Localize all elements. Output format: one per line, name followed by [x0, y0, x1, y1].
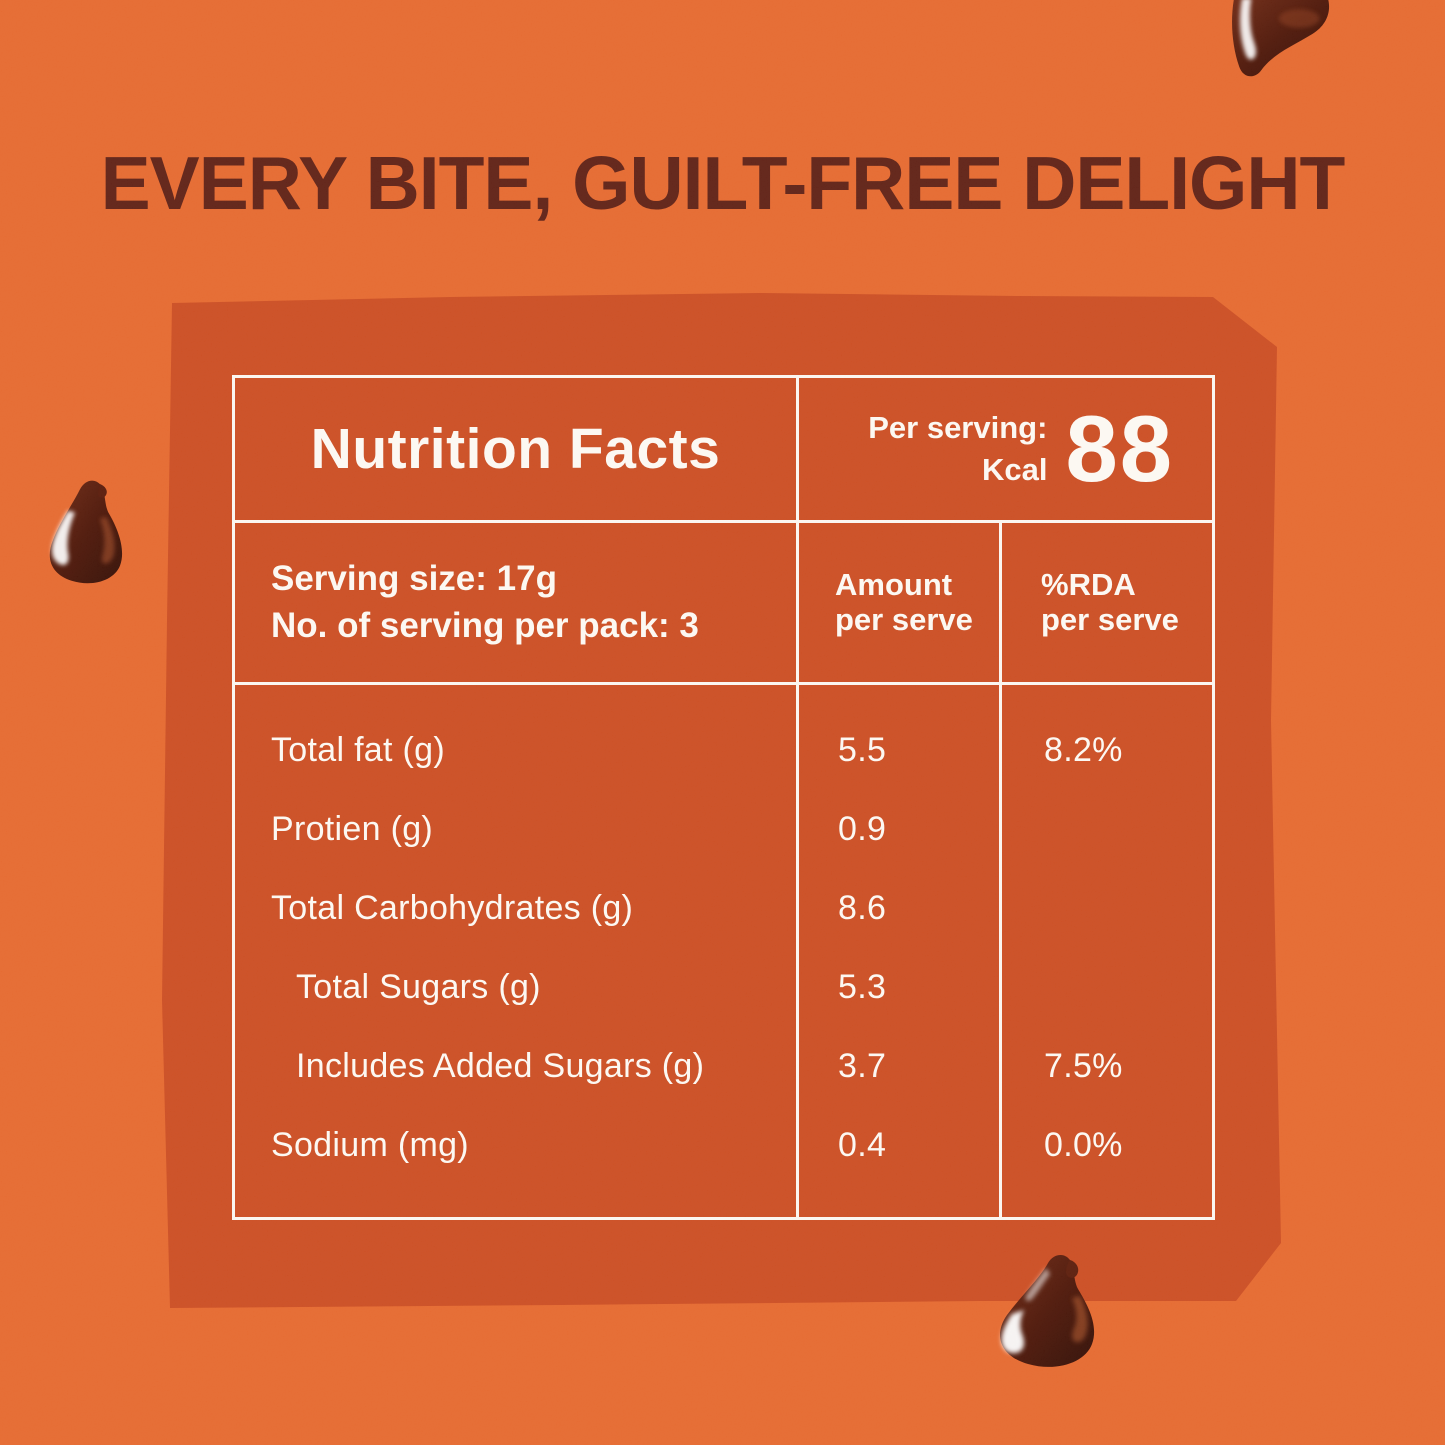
- amount-column-header: Amount per serve: [799, 523, 999, 682]
- amount-value: 8.6: [838, 889, 887, 927]
- table-row: Sodium (mg) 0.4 0.0%: [235, 1106, 1212, 1185]
- rda-header-line1: %RDA: [1041, 566, 1136, 602]
- chocolate-chip-icon: [49, 480, 123, 584]
- per-serving-labels: Per serving: Kcal: [868, 407, 1047, 491]
- nutrient-label: Total Sugars (g): [296, 968, 541, 1006]
- rda-value: 7.5%: [1044, 1047, 1123, 1085]
- table-row: Includes Added Sugars (g) 3.7 7.5%: [235, 1027, 1212, 1106]
- table-row: Total Sugars (g) 5.3: [235, 948, 1212, 1027]
- amount-value: 0.4: [838, 1126, 887, 1164]
- table-row: Protien (g) 0.9: [235, 790, 1212, 869]
- kcal-label: Kcal: [981, 452, 1048, 487]
- rda-value: 0.0%: [1044, 1126, 1123, 1164]
- serving-info-cell: Serving size: 17g No. of serving per pac…: [235, 523, 796, 682]
- nutrient-label: Total Carbohydrates (g): [271, 889, 634, 927]
- serving-size-text: Serving size: 17g: [271, 559, 557, 599]
- rda-header-line2: per serve: [1041, 601, 1179, 637]
- kcal-value: 88: [1065, 395, 1174, 501]
- per-serving-cell: Per serving: Kcal 88: [799, 378, 1212, 520]
- per-serving-label: Per serving:: [868, 410, 1048, 446]
- nutrient-label: Includes Added Sugars (g): [296, 1047, 705, 1085]
- amount-header-line2: per serve: [835, 601, 973, 637]
- nutrition-rows: Total fat (g) 5.5 8.2% Protien (g) 0.9 Total …: [235, 685, 1212, 1217]
- table-row: Total fat (g) 5.5 8.2%: [235, 711, 1212, 790]
- nutrient-label: Protien (g): [271, 810, 434, 848]
- table-title: Nutrition Facts: [310, 417, 721, 481]
- page-title: EVERY BITE, GUILT-FREE DELIGHT: [100, 141, 1346, 225]
- nutrient-label: Total fat (g): [271, 731, 445, 769]
- servings-per-pack-text: No. of serving per pack: 3: [271, 605, 699, 645]
- chocolate-chip-icon: [1232, 0, 1330, 77]
- nutrition-facts-table: Nutrition Facts Per serving: Kcal 88 Ser…: [232, 375, 1215, 1220]
- rda-column-header: %RDA per serve: [1002, 523, 1212, 682]
- amount-value: 5.5: [838, 731, 887, 769]
- amount-value: 5.3: [838, 968, 887, 1006]
- nutrient-label: Sodium (mg): [271, 1126, 469, 1164]
- table-row: Total Carbohydrates (g) 8.6: [235, 869, 1212, 948]
- amount-value: 3.7: [838, 1047, 887, 1085]
- rda-value: 8.2%: [1044, 731, 1123, 769]
- amount-value: 0.9: [838, 810, 887, 848]
- chocolate-chip-icon: [1000, 1254, 1095, 1367]
- amount-header-line1: Amount: [835, 566, 953, 602]
